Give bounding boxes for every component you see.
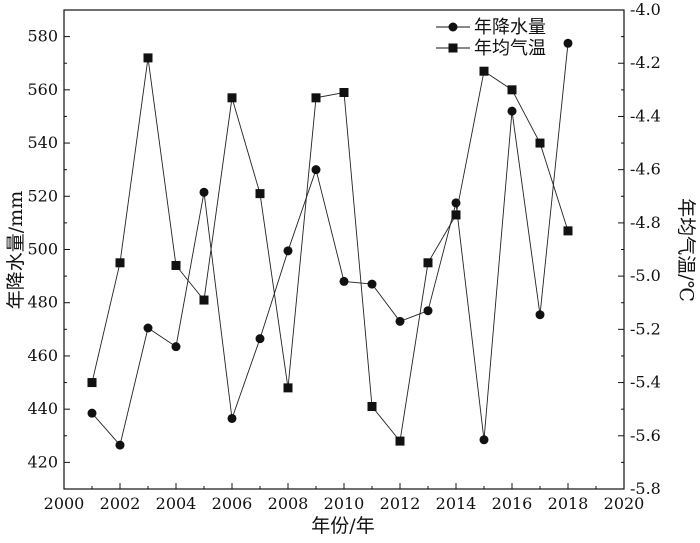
data-point-precipitation: [367, 279, 377, 289]
data-point-temperature: [311, 93, 321, 103]
series-line-precipitation: [91, 43, 569, 447]
data-point-precipitation: [227, 413, 237, 423]
y-left-tick-label: 420: [27, 452, 58, 471]
legend-label-temperature: 年均气温: [474, 38, 546, 59]
data-point-temperature: [87, 378, 97, 388]
data-point-precipitation: [535, 310, 545, 320]
legend-label-precipitation: 年降水量: [474, 17, 546, 38]
x-tick-label: 2020: [604, 494, 645, 513]
y-right-tick-label: -4.6: [630, 160, 661, 179]
data-point-precipitation: [115, 440, 125, 450]
y-right-tick-label: -5.4: [630, 373, 661, 392]
data-point-temperature: [199, 295, 209, 305]
y-right-tick-label: -5.2: [630, 319, 661, 338]
y-left-tick-label: 560: [27, 80, 58, 99]
x-tick-label: 2006: [212, 494, 253, 513]
data-point-temperature: [283, 383, 293, 393]
y-left-tick-label: 580: [27, 27, 58, 46]
x-tick-label: 2014: [436, 494, 477, 513]
legend-entry-precipitation: 年降水量: [436, 17, 546, 38]
data-point-precipitation: [507, 106, 517, 116]
series-line-temperature: [91, 57, 569, 443]
data-point-temperature: [367, 402, 377, 412]
x-tick-label: 2018: [548, 494, 589, 513]
plot-frame: [63, 9, 625, 490]
data-point-precipitation: [311, 165, 321, 175]
x-tick-label: 2002: [100, 494, 141, 513]
y-right-tick-label: -4.4: [630, 106, 661, 125]
data-point-precipitation: [283, 246, 293, 256]
data-point-precipitation: [171, 342, 181, 352]
y-axis-left-label: 年降水量/mm: [5, 191, 27, 309]
data-point-precipitation: [255, 334, 265, 344]
y-right-tick-label: -4.2: [630, 53, 661, 72]
data-point-precipitation: [339, 276, 349, 286]
y-right-tick-label: -5.6: [630, 426, 661, 445]
data-point-temperature: [115, 258, 125, 268]
x-tick-label: 2016: [492, 494, 533, 513]
data-point-precipitation: [423, 306, 433, 316]
data-point-temperature: [255, 189, 265, 199]
y-left-tick-label: 480: [27, 293, 58, 312]
y-right-tick-label: -4.8: [630, 213, 661, 232]
legend-marker-square: [448, 43, 458, 53]
y-right-tick-label: -4.0: [630, 0, 661, 19]
x-axis-label: 年份/年: [311, 515, 374, 537]
x-tick-label: 2012: [380, 494, 421, 513]
legend-marker-circle: [448, 22, 458, 32]
data-point-temperature: [563, 226, 573, 236]
data-point-temperature: [451, 210, 461, 220]
x-tick-label: 2000: [44, 494, 85, 513]
y-axis-right-label: 年均气温/℃: [675, 198, 697, 302]
series-layer: [87, 38, 573, 450]
data-point-precipitation: [199, 187, 209, 197]
data-point-temperature: [143, 53, 153, 63]
data-point-precipitation: [479, 435, 489, 445]
y-left-tick-label: 540: [27, 133, 58, 152]
data-point-temperature: [535, 138, 545, 148]
data-point-temperature: [479, 66, 489, 76]
legend-entry-temperature: 年均气温: [436, 38, 546, 59]
data-point-precipitation: [87, 408, 97, 418]
data-point-temperature: [507, 85, 517, 95]
data-point-precipitation: [563, 38, 573, 48]
y-right-tick-label: -5.8: [630, 479, 661, 498]
data-point-precipitation: [395, 316, 405, 326]
y-left-tick-label: 440: [27, 399, 58, 418]
data-point-temperature: [339, 87, 349, 97]
y-left-tick-label: 520: [27, 186, 58, 205]
data-point-precipitation: [143, 323, 153, 333]
data-point-temperature: [227, 93, 237, 103]
y-left-tick-label: 460: [27, 346, 58, 365]
axis-ticks: 2000 2002 2004 2006 2008 2010 2012 2014 2016 2018…: [27, 0, 660, 513]
data-point-temperature: [395, 436, 405, 446]
y-left-tick-label: 500: [27, 240, 58, 259]
y-right-tick-label: -5.0: [630, 266, 661, 285]
x-tick-label: 2004: [156, 494, 197, 513]
data-point-temperature: [423, 258, 433, 268]
x-tick-label: 2008: [268, 494, 309, 513]
legend: 年降水量 年均气温: [436, 17, 546, 59]
data-point-temperature: [171, 260, 181, 270]
x-tick-label: 2010: [324, 494, 365, 513]
